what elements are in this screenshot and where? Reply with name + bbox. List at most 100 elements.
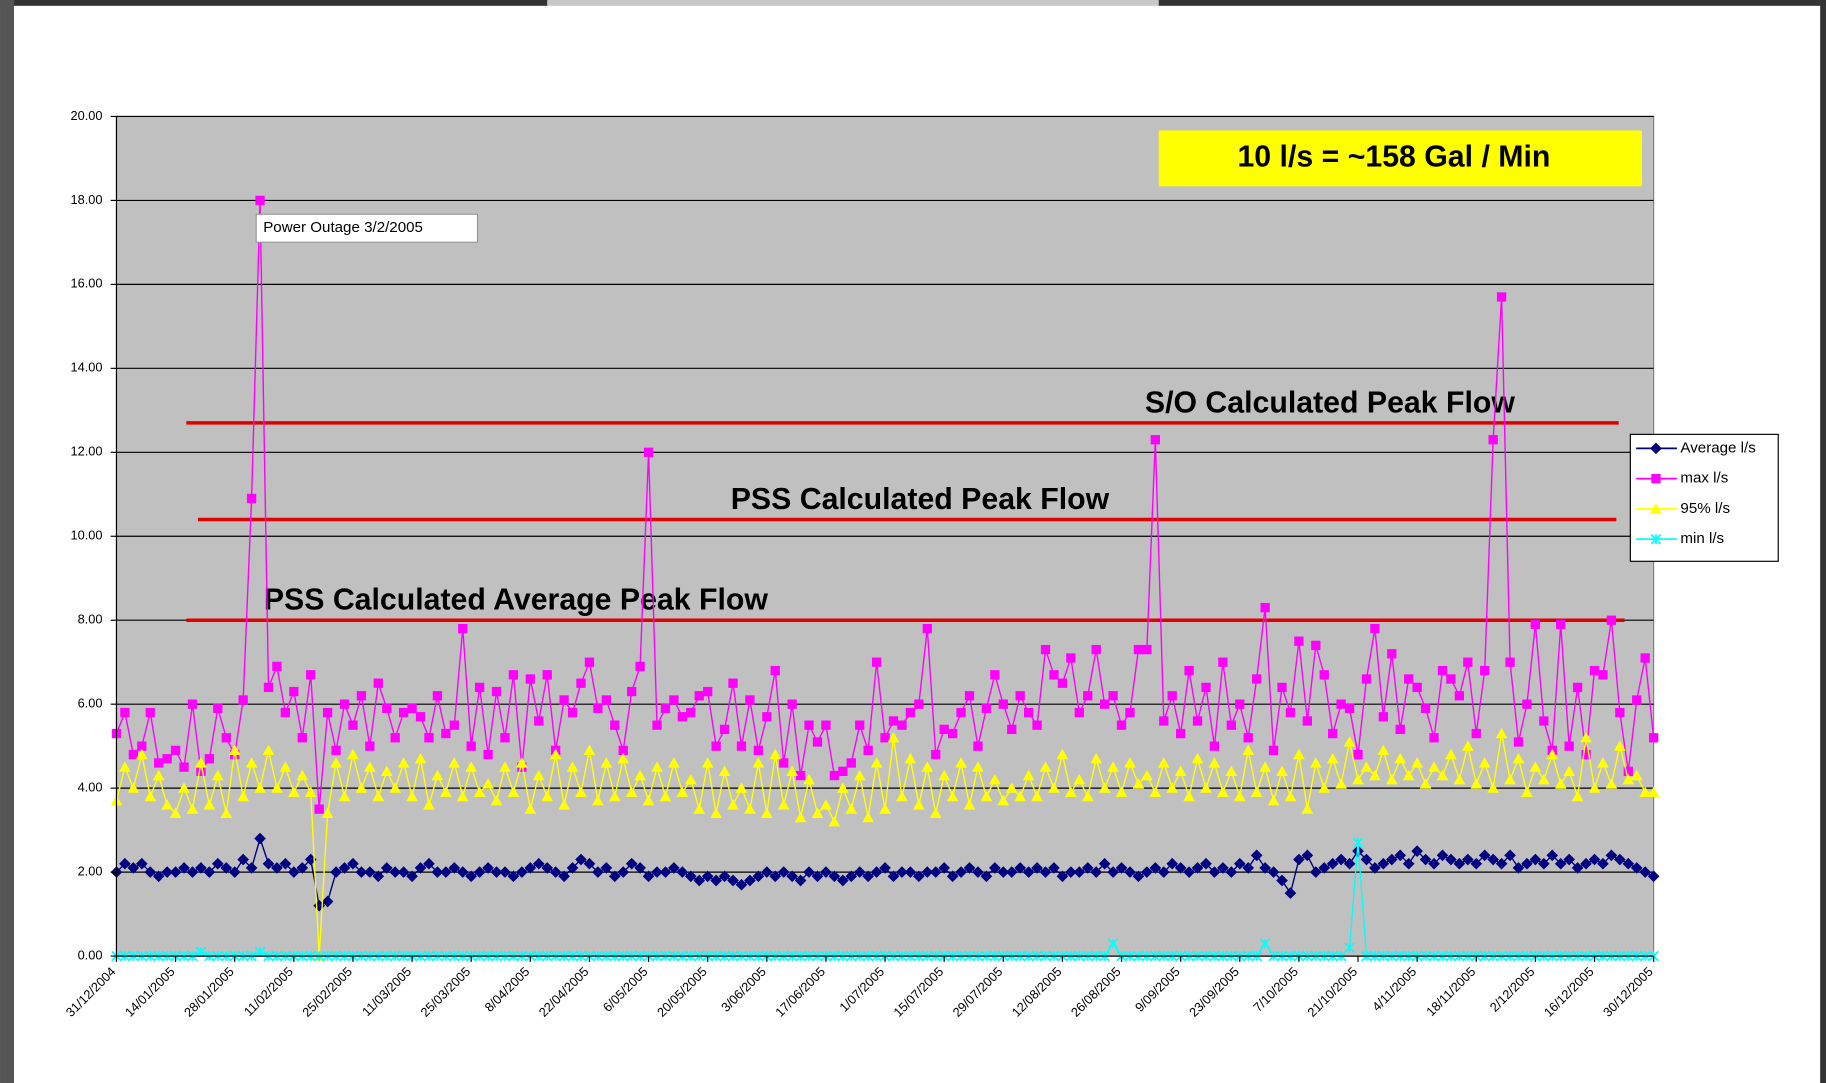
marker: [1107, 938, 1119, 949]
marker: [786, 765, 798, 777]
marker: [1530, 619, 1541, 630]
marker: [1463, 657, 1473, 667]
marker: [178, 782, 190, 793]
frame-top: [1158, 0, 1826, 6]
marker: [1369, 862, 1381, 874]
marker: [973, 741, 983, 751]
marker: [1580, 857, 1592, 870]
marker: [1387, 649, 1397, 659]
marker: [794, 811, 807, 823]
marker: [406, 790, 418, 802]
marker: [296, 862, 309, 874]
marker: [415, 712, 426, 722]
frame-top: [547, 0, 1159, 6]
marker: [779, 758, 789, 768]
marker: [931, 749, 941, 760]
marker: [541, 862, 554, 874]
marker: [617, 752, 630, 764]
marker: [735, 782, 748, 793]
marker: [828, 870, 841, 883]
marker: [1319, 670, 1329, 680]
marker: [1580, 731, 1592, 743]
marker: [1539, 716, 1549, 726]
marker: [710, 807, 722, 818]
marker: [703, 686, 713, 697]
marker: [1039, 761, 1052, 772]
marker: [144, 790, 157, 802]
frame-right: [1820, 0, 1826, 1083]
marker: [532, 769, 545, 781]
marker: [490, 794, 503, 806]
marker: [254, 832, 266, 845]
marker: [1606, 615, 1617, 625]
marker: [137, 741, 147, 751]
marker: [989, 773, 1001, 785]
marker: [625, 857, 638, 870]
marker: [483, 749, 493, 760]
marker: [1470, 857, 1483, 870]
marker: [373, 678, 383, 688]
marker: [728, 678, 738, 688]
marker: [1487, 782, 1499, 793]
marker: [642, 870, 655, 883]
marker: [1115, 862, 1128, 874]
marker: [1157, 757, 1170, 768]
marker: [187, 699, 198, 709]
marker: [736, 741, 747, 751]
marker: [879, 862, 891, 874]
marker: [1419, 778, 1432, 789]
marker: [1242, 744, 1255, 756]
legend: Average l/s max l/s 95% l/s min l/s: [1629, 433, 1779, 562]
legend-label: Average l/s: [1680, 439, 1756, 456]
marker: [1615, 707, 1625, 718]
marker: [845, 803, 858, 814]
marker: [1098, 782, 1111, 793]
marker: [449, 720, 459, 730]
marker: [1242, 862, 1255, 874]
marker: [1243, 733, 1253, 743]
marker: [1402, 857, 1415, 870]
marker: [1200, 782, 1212, 793]
marker: [516, 757, 528, 768]
marker: [432, 691, 443, 701]
marker: [347, 748, 359, 760]
marker: [946, 790, 959, 802]
marker: [1200, 857, 1212, 870]
marker: [120, 707, 130, 718]
marker: [482, 862, 494, 874]
marker: [1605, 778, 1618, 789]
marker: [897, 720, 907, 730]
marker: [608, 790, 621, 802]
marker: [145, 707, 155, 718]
marker: [845, 870, 858, 883]
marker: [246, 493, 257, 504]
marker: [1377, 857, 1390, 870]
marker: [1116, 720, 1127, 730]
marker: [795, 770, 806, 781]
marker: [1512, 752, 1525, 764]
marker: [331, 745, 341, 756]
marker: [677, 712, 688, 722]
marker: [1597, 857, 1609, 870]
marker: [339, 699, 350, 709]
marker: [213, 703, 223, 714]
marker: [1022, 769, 1035, 781]
y-tick-label: 12.00: [70, 444, 102, 459]
marker: [684, 870, 697, 883]
marker: [863, 745, 873, 756]
marker: [1614, 740, 1626, 751]
marker: [1191, 862, 1204, 874]
marker: [888, 716, 899, 726]
marker: [448, 757, 461, 768]
marker: [1252, 674, 1262, 684]
marker: [1226, 720, 1236, 730]
marker: [1201, 682, 1211, 693]
marker: [195, 757, 207, 768]
marker: [1049, 670, 1059, 680]
marker: [1353, 749, 1363, 760]
marker: [753, 745, 764, 756]
marker: [1343, 736, 1356, 747]
marker: [727, 799, 739, 810]
marker: [228, 744, 241, 756]
